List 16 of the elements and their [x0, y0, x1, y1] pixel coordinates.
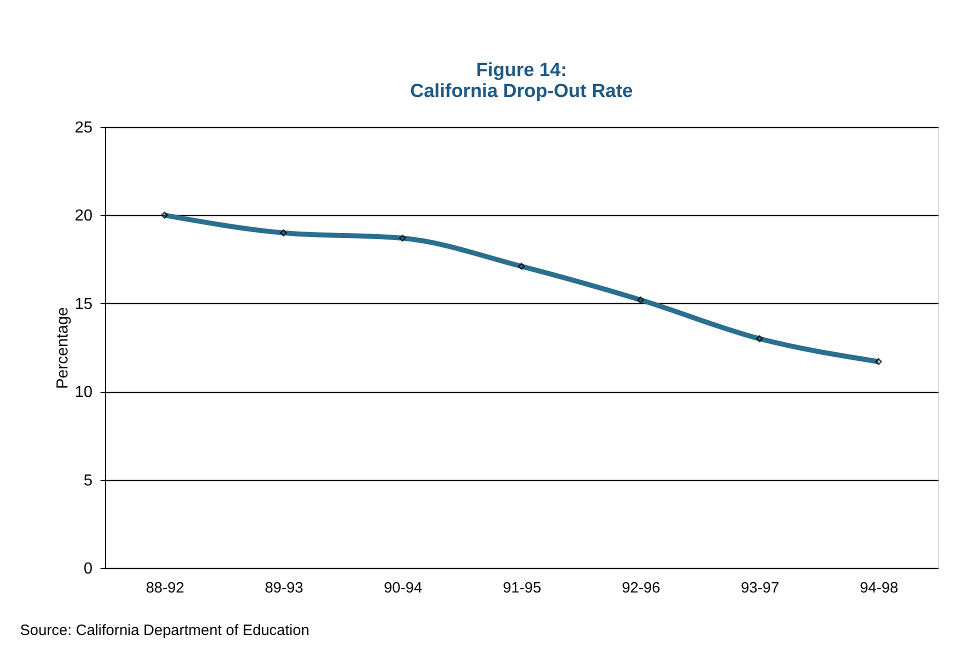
x-tick-label: 91-95 — [502, 580, 542, 596]
y-tick-label: 20 — [74, 208, 93, 225]
y-tick-label: 0 — [84, 560, 93, 578]
chart-title: Figure 14: California Drop-Out Rate — [410, 60, 633, 102]
y-tick-label: 25 — [74, 120, 93, 136]
x-tick-label: 93-97 — [740, 580, 780, 596]
y-tick-label: 5 — [84, 472, 93, 490]
x-tick-label: 88-92 — [146, 580, 184, 596]
y-tick-label: 15 — [74, 296, 93, 313]
x-tick-label: 90-94 — [384, 580, 422, 596]
source-note: Source: California Department of Education — [20, 622, 310, 639]
x-tick-label: 92-96 — [622, 580, 660, 596]
x-tick-label: 94-98 — [860, 580, 898, 596]
y-tick-label: 10 — [74, 384, 93, 402]
y-axis-title: Percentage — [54, 306, 72, 389]
x-tick-label: 89-93 — [264, 580, 304, 596]
